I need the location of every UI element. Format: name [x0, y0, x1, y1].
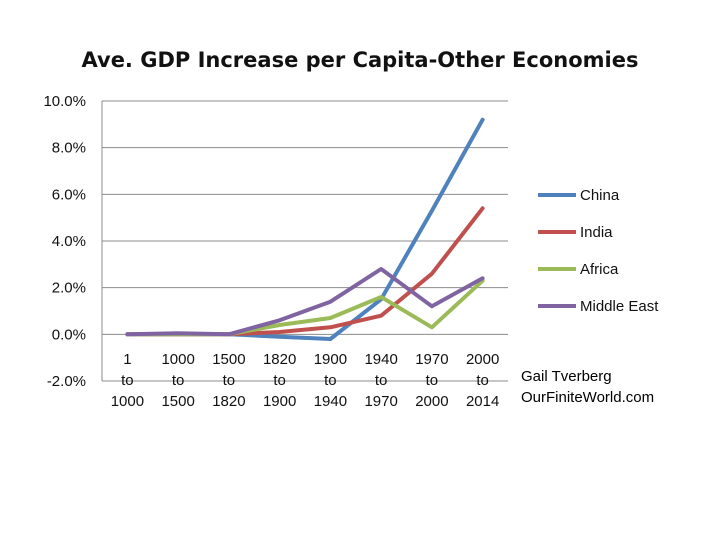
y-axis-ticks: -2.0% 0.0% 2.0% 4.0% 6.0% 8.0% 10.0% — [43, 93, 86, 390]
x-tick-label: 1820 to 1900 — [263, 351, 296, 410]
x-tick-line: to — [324, 372, 337, 389]
x-tick-label: 1 to 1000 — [111, 351, 144, 410]
x-tick-line: to — [172, 372, 185, 389]
x-tick-line: 1500 — [161, 393, 194, 410]
x-tick-line: 1900 — [314, 351, 347, 368]
legend-label-africa: Africa — [580, 261, 619, 278]
y-tick-label: 10.0% — [43, 93, 86, 110]
y-tick-label: -2.0% — [47, 373, 86, 390]
credit-author: Gail Tverberg — [521, 368, 612, 385]
x-tick-line: 1820 — [263, 351, 296, 368]
legend-label-middle-east: Middle East — [580, 298, 659, 315]
y-tick-label: 6.0% — [52, 186, 86, 203]
legend-label-india: India — [580, 224, 613, 241]
legend-label-china: China — [580, 187, 620, 204]
x-tick-line: 1000 — [111, 393, 144, 410]
x-tick-line: 2014 — [466, 393, 499, 410]
legend: China India Africa Middle East — [538, 187, 659, 315]
x-tick-line: 1900 — [263, 393, 296, 410]
x-tick-line: 1940 — [364, 351, 397, 368]
series-line-middle-east — [125, 267, 485, 337]
x-tick-line: to — [426, 372, 439, 389]
x-tick-label: 1000 to 1500 — [161, 351, 194, 410]
x-tick-line: 1 — [123, 351, 131, 368]
chart-title: Ave. GDP Increase per Capita-Other Econo… — [82, 48, 639, 72]
x-tick-line: 2000 — [415, 393, 448, 410]
x-tick-line: 1940 — [314, 393, 347, 410]
x-tick-line: to — [121, 372, 134, 389]
x-tick-label: 1900 to 1940 — [314, 351, 347, 410]
y-tick-label: 2.0% — [52, 280, 86, 297]
x-tick-label: 2000 to 2014 — [466, 351, 499, 410]
y-tick-label: 8.0% — [52, 140, 86, 157]
series-lines — [125, 117, 485, 341]
series-line-india — [125, 206, 485, 337]
credit-site: OurFiniteWorld.com — [521, 389, 654, 406]
x-tick-line: 1500 — [212, 351, 245, 368]
x-tick-line: 1970 — [364, 393, 397, 410]
series-line-africa — [125, 278, 485, 337]
x-tick-line: 1000 — [161, 351, 194, 368]
y-tick-label: 0.0% — [52, 326, 86, 343]
credit: Gail Tverberg OurFiniteWorld.com — [521, 368, 654, 406]
x-tick-line: to — [375, 372, 388, 389]
x-tick-line: to — [273, 372, 286, 389]
x-tick-line: 1970 — [415, 351, 448, 368]
x-tick-line: 1820 — [212, 393, 245, 410]
x-tick-label: 1500 to 1820 — [212, 351, 245, 410]
x-tick-label: 1940 to 1970 — [364, 351, 397, 410]
x-tick-line: 2000 — [466, 351, 499, 368]
x-tick-label: 1970 to 2000 — [415, 351, 448, 410]
y-tick-label: 4.0% — [52, 233, 86, 250]
x-tick-line: to — [223, 372, 236, 389]
x-tick-line: to — [476, 372, 489, 389]
